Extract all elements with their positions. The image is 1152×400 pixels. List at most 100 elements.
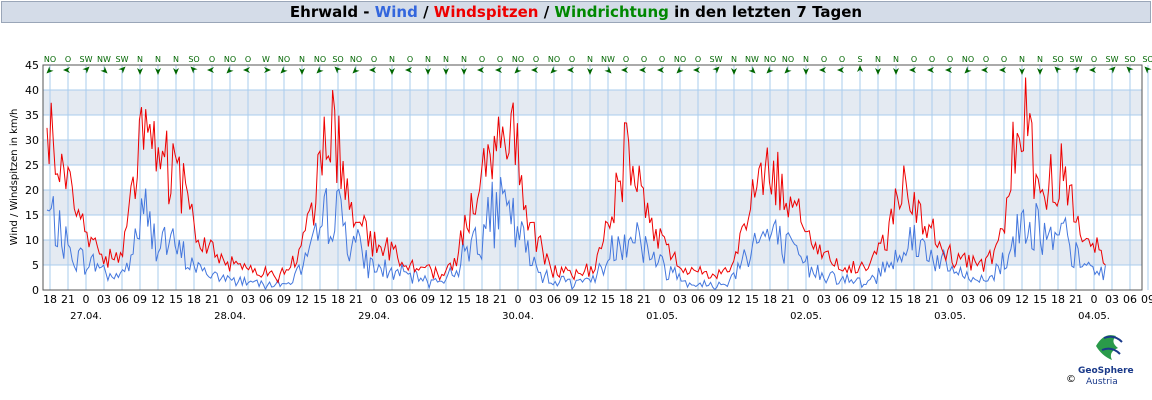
date-label: 27.04. (70, 311, 102, 322)
y-tick-label: 25 (25, 159, 39, 172)
y-tick-label: 45 (25, 59, 39, 72)
wind-direction-label: O (623, 55, 629, 64)
y-tick-label: 35 (25, 109, 39, 122)
arrow-head (748, 66, 756, 74)
wind-direction-label: NO (782, 55, 794, 64)
wind-direction-label: O (821, 55, 827, 64)
hour-tick-label: 12 (1015, 293, 1029, 306)
wind-direction-label: O (209, 55, 215, 64)
background-band (43, 90, 1142, 115)
hour-tick-label: 0 (947, 293, 954, 306)
wind-arrow-icon (857, 65, 863, 72)
hour-tick-label: 06 (691, 293, 705, 306)
arrow-head (173, 68, 179, 75)
logo-brand: GeoSphere (1078, 366, 1134, 376)
hour-tick-label: 03 (529, 293, 543, 306)
arrow-head (46, 66, 54, 74)
wind-arrow-icon (981, 67, 988, 73)
arrow-head (369, 67, 376, 73)
wind-arrow-icon (443, 68, 449, 75)
wind-arrow-icon (803, 68, 809, 75)
arrow-head (550, 66, 558, 74)
wind-arrow-icon (425, 68, 431, 75)
wind-arrow-icon (676, 66, 684, 74)
hour-tick-label: 0 (515, 293, 522, 306)
hour-tick-label: 09 (1141, 293, 1152, 306)
wind-direction-label: NW (601, 55, 615, 64)
hour-tick-label: 15 (745, 293, 759, 306)
wind-arrow-icon (875, 68, 881, 75)
arrow-head (875, 68, 881, 75)
arrow-head (299, 68, 305, 75)
wind-direction-label: O (479, 55, 485, 64)
wind-arrow-icon (766, 66, 774, 74)
arrow-head (155, 68, 161, 75)
wind-direction-label: NO (962, 55, 974, 64)
chart-title: Ehrwald - Wind / Windspitzen / Windricht… (1, 1, 1151, 23)
arrow-head (945, 67, 952, 73)
wind-arrow-icon (461, 68, 467, 75)
background-bands (43, 90, 1142, 265)
hour-tick-label: 09 (709, 293, 723, 306)
hour-tick-label: 18 (1051, 293, 1065, 306)
wind-direction-label: SW (80, 55, 93, 64)
y-axis: 0 5 10 15 20 25 30 35 40 45 (25, 59, 39, 297)
wind-arrow-icon (1108, 66, 1116, 74)
wind-direction-label: O (659, 55, 665, 64)
date-label: 03.05. (934, 311, 966, 322)
arrow-head (405, 67, 412, 73)
hour-tick-label: 15 (1033, 293, 1047, 306)
wind-arrow-icon (514, 66, 522, 74)
wind-direction-label: N (425, 55, 431, 64)
wind-direction-label: O (407, 55, 413, 64)
hour-tick-label: 03 (385, 293, 399, 306)
date-label: 29.04. (358, 311, 390, 322)
hour-tick-label: 0 (803, 293, 810, 306)
wind-direction-label: NO (314, 55, 326, 64)
arrow-head (137, 68, 143, 75)
wind-arrow-icon (389, 68, 395, 75)
hour-tick-label: 09 (133, 293, 147, 306)
wind-direction-label: N (1037, 55, 1043, 64)
hour-tick-label: 06 (547, 293, 561, 306)
arrow-head (389, 68, 395, 75)
arrow-head (425, 68, 431, 75)
hour-tick-label: 06 (979, 293, 993, 306)
wind-arrow-icon (1072, 66, 1080, 74)
arrow-head (587, 68, 593, 75)
wind-arrow-icon (1054, 66, 1062, 74)
x-axis: 18 21 0 03 06 09 12 15 18 21 0 03 06 09 12 15 18 21 0 03 06 0… (43, 293, 1152, 322)
y-tick-label: 5 (32, 259, 39, 272)
wind-arrow-icon (316, 66, 324, 74)
wind-direction-label: O (947, 55, 953, 64)
hour-tick-label: 21 (493, 293, 507, 306)
hour-tick-label: 06 (403, 293, 417, 306)
wind-direction-label: N (443, 55, 449, 64)
y-tick-label: 15 (25, 209, 39, 222)
date-label: 28.04. (214, 311, 246, 322)
arrow-head (118, 66, 126, 74)
wind-direction-label: NO (224, 55, 236, 64)
arrow-head (712, 66, 720, 74)
arrow-head (316, 66, 324, 74)
arrow-head (1072, 66, 1080, 74)
hour-tick-label: 15 (889, 293, 903, 306)
y-axis-label: Wind / Windspitzen in km/h (9, 109, 20, 246)
hour-tick-label: 21 (1069, 293, 1083, 306)
wind-arrow-icon (226, 66, 234, 74)
arrow-head (604, 66, 612, 74)
title-sep-1: / (417, 3, 434, 21)
arrow-head (1037, 68, 1043, 75)
hour-tick-label: 18 (907, 293, 921, 306)
arrow-head (731, 68, 737, 75)
title-suffix: in den letzten 7 Tagen (668, 3, 863, 21)
wind-direction-label: O (839, 55, 845, 64)
wind-direction-label: N (155, 55, 161, 64)
wind-direction-label: NO (44, 55, 56, 64)
geosphere-logo: GeoSphere © Austria (1062, 328, 1152, 400)
hour-tick-label: 03 (1105, 293, 1119, 306)
wind-direction-label: N (803, 55, 809, 64)
hour-tick-label: 21 (637, 293, 651, 306)
hour-tick-label: 0 (659, 293, 666, 306)
arrow-head (909, 67, 916, 73)
